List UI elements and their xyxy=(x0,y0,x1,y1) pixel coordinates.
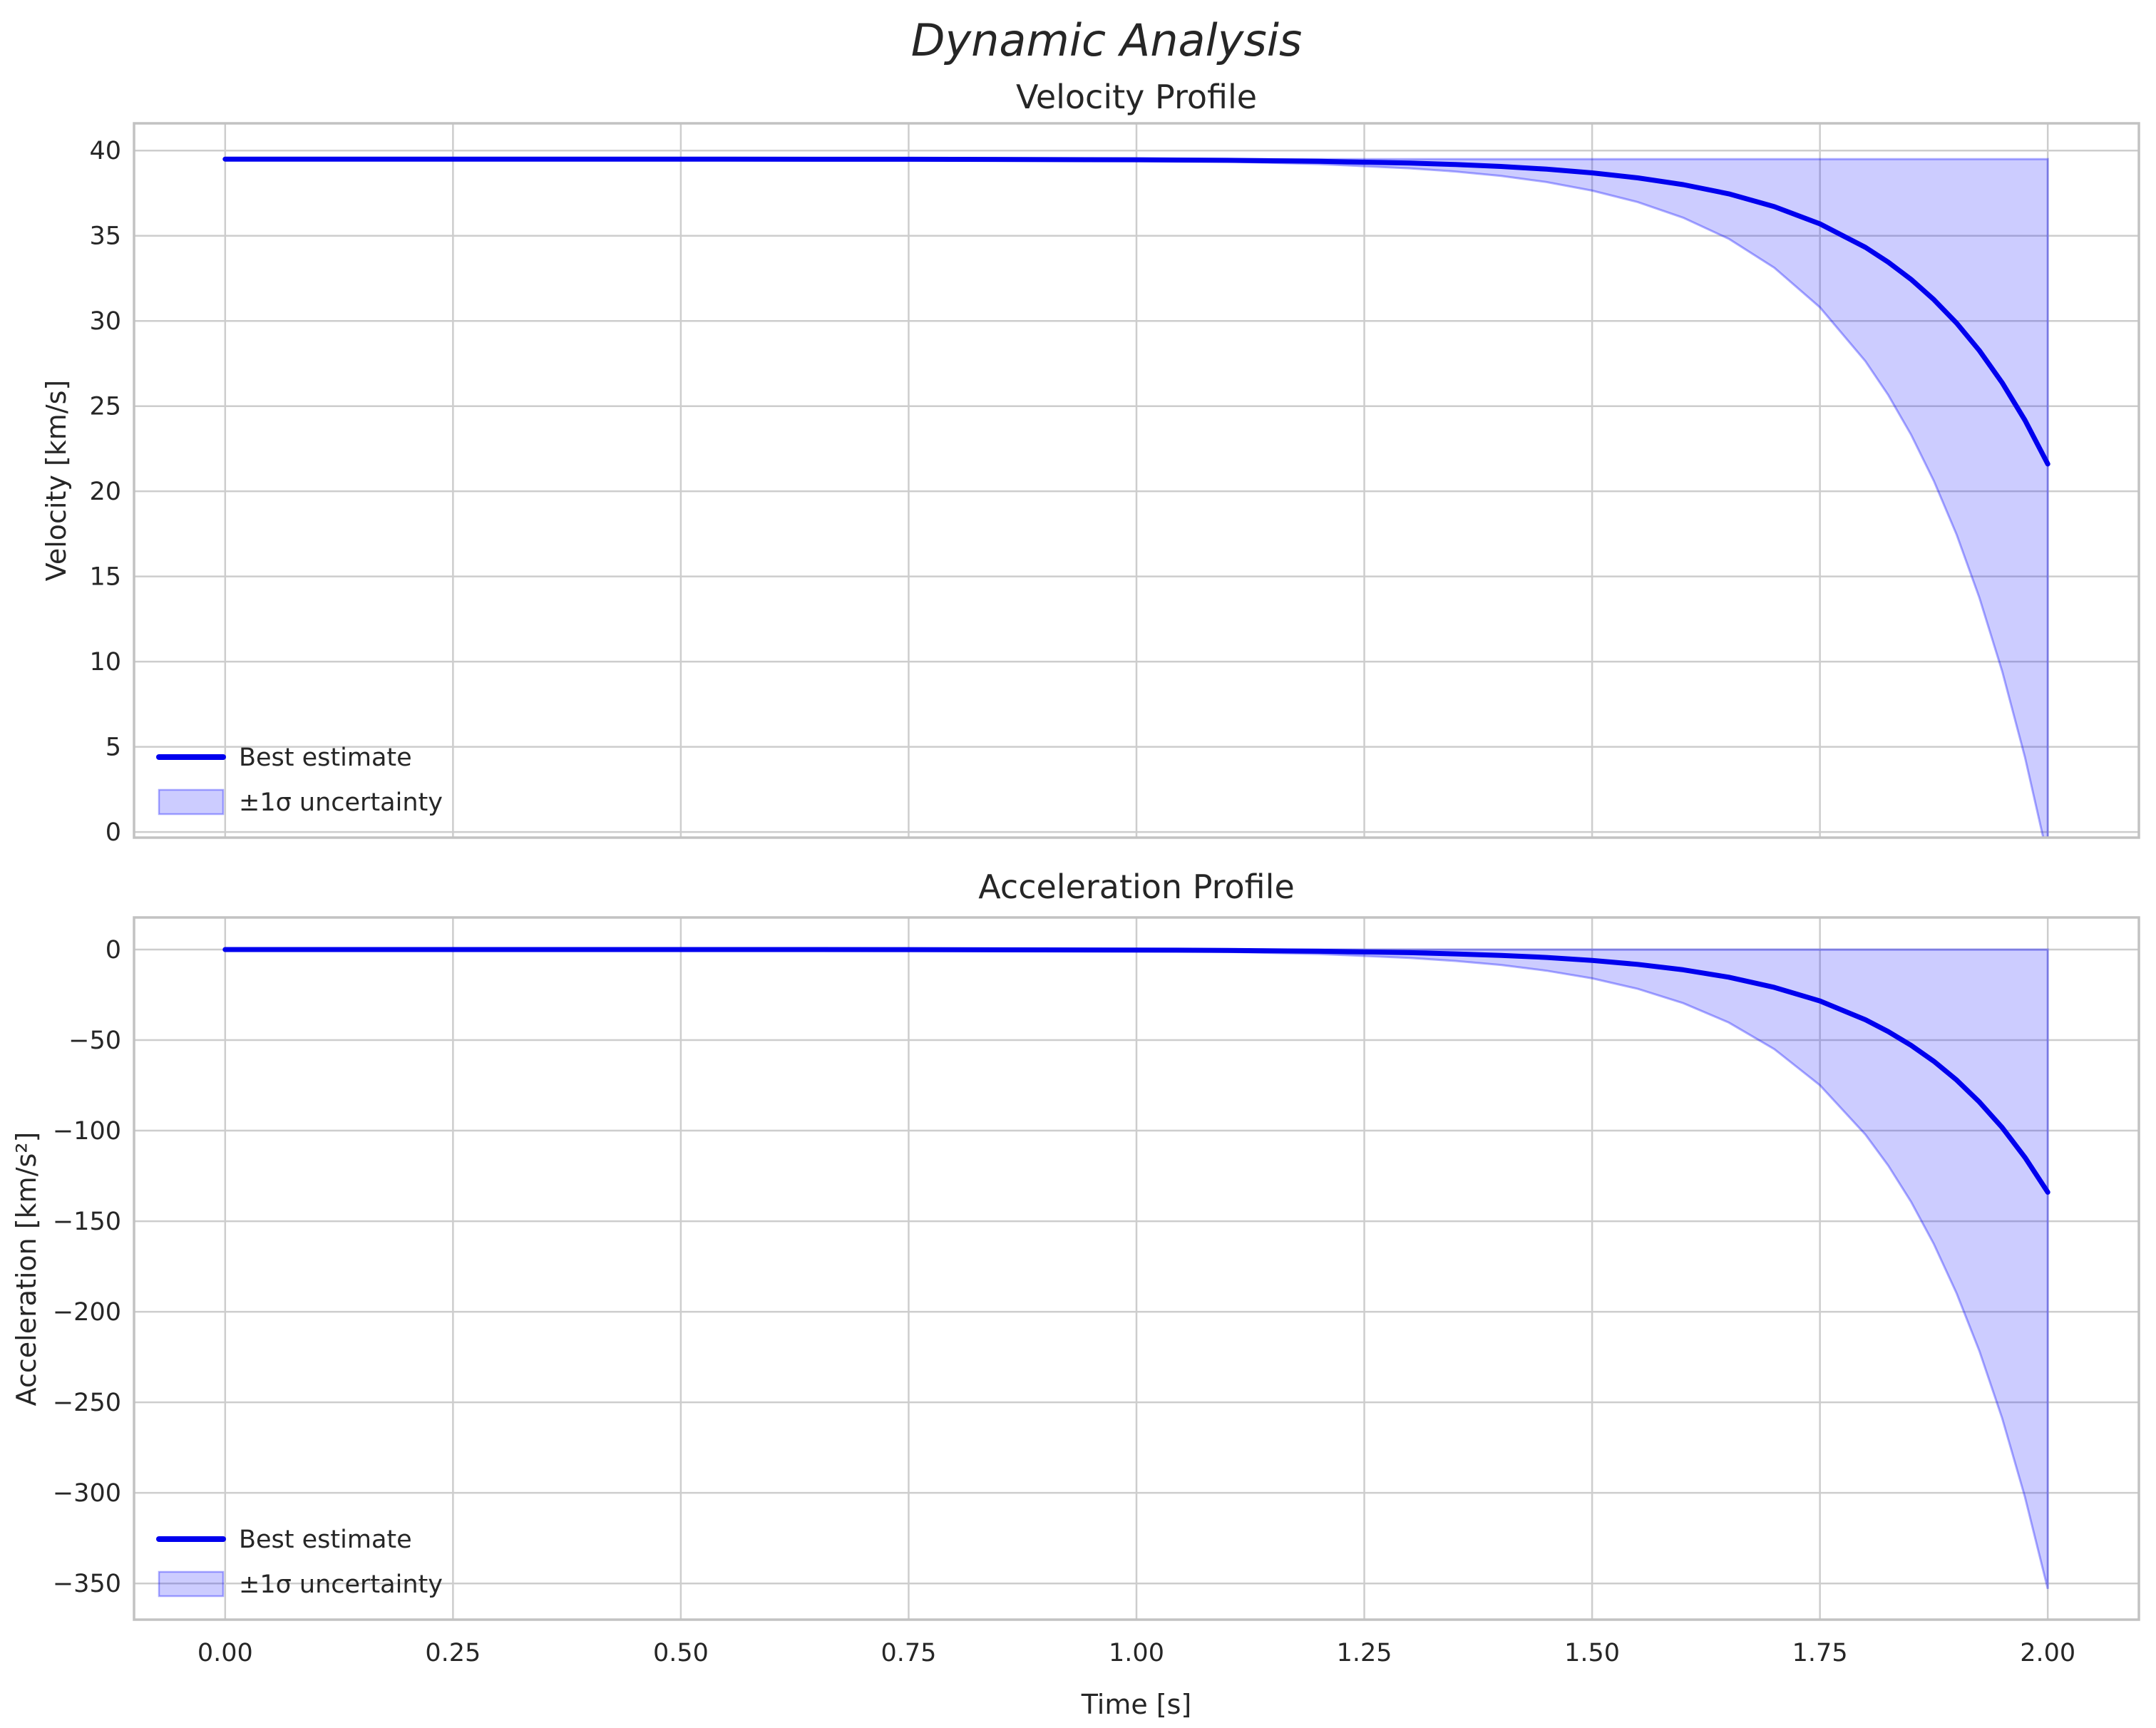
x-tick-label: 0.00 xyxy=(197,1639,253,1667)
y-tick-label: −250 xyxy=(53,1389,121,1417)
acceleration-axes: 0 −50 −100 −150 −200 −250 −300 −350 0.00 0.25 0.50… xyxy=(53,916,2140,1667)
y-tick-label: 15 xyxy=(89,563,121,592)
y-tick-label: 25 xyxy=(89,393,121,421)
x-tick-label: 2.00 xyxy=(2020,1639,2075,1667)
axes-frame xyxy=(133,122,2140,839)
legend-band-label: ±1σ uncertainty xyxy=(239,788,443,817)
legend-line-label: Best estimate xyxy=(239,744,412,772)
y-tick-label: −200 xyxy=(53,1298,121,1327)
axes-frame xyxy=(133,916,2140,1621)
x-tick-label: 0.50 xyxy=(653,1639,709,1667)
uncertainty-band xyxy=(225,948,2049,1590)
y-tick-label: 0 xyxy=(106,936,121,965)
legend-band-sample xyxy=(158,788,225,816)
velocity-title: Velocity Profile xyxy=(1016,78,1257,116)
y-tick-label: −350 xyxy=(53,1570,121,1598)
y-tick-label: 30 xyxy=(89,307,121,336)
best-estimate-line xyxy=(222,947,2050,1195)
time-xlabel: Time [s] xyxy=(1081,1689,1192,1720)
y-tick-label: 0 xyxy=(106,818,121,847)
x-tick-label: 1.00 xyxy=(1109,1639,1164,1667)
y-tick-label: −300 xyxy=(53,1479,121,1508)
y-tick-label: 35 xyxy=(89,222,121,251)
y-tick-label: 40 xyxy=(89,137,121,165)
acceleration-ylabel: Acceleration [km/s²] xyxy=(11,1132,42,1406)
legend-band-sample xyxy=(158,1570,225,1598)
x-tick-label: 1.75 xyxy=(1792,1639,1848,1667)
uncertainty-band xyxy=(225,158,2049,838)
x-tick-label: 0.75 xyxy=(881,1639,936,1667)
x-tick-label: 1.25 xyxy=(1337,1639,1392,1667)
y-tick-label: −150 xyxy=(53,1208,121,1236)
y-tick-label: −100 xyxy=(53,1117,121,1146)
figure-title: Dynamic Analysis xyxy=(911,14,1303,66)
y-tick-label: 10 xyxy=(89,648,121,677)
y-tick-label: 20 xyxy=(89,478,121,506)
best-estimate-line xyxy=(222,156,2050,467)
velocity-ylabel: Velocity [km/s] xyxy=(41,380,72,581)
legend-band-label: ±1σ uncertainty xyxy=(239,1570,443,1599)
x-tick-label: 0.25 xyxy=(425,1639,481,1667)
legend-line-label: Best estimate xyxy=(239,1526,412,1554)
acceleration-title: Acceleration Profile xyxy=(978,868,1295,906)
velocity-axes: 0 5 10 15 20 25 30 35 40 Best estimate ±1σ uncerta… xyxy=(89,122,2140,847)
x-tick-label: 1.50 xyxy=(1564,1639,1620,1667)
y-tick-label: −50 xyxy=(68,1027,121,1055)
y-tick-label: 5 xyxy=(106,734,121,762)
